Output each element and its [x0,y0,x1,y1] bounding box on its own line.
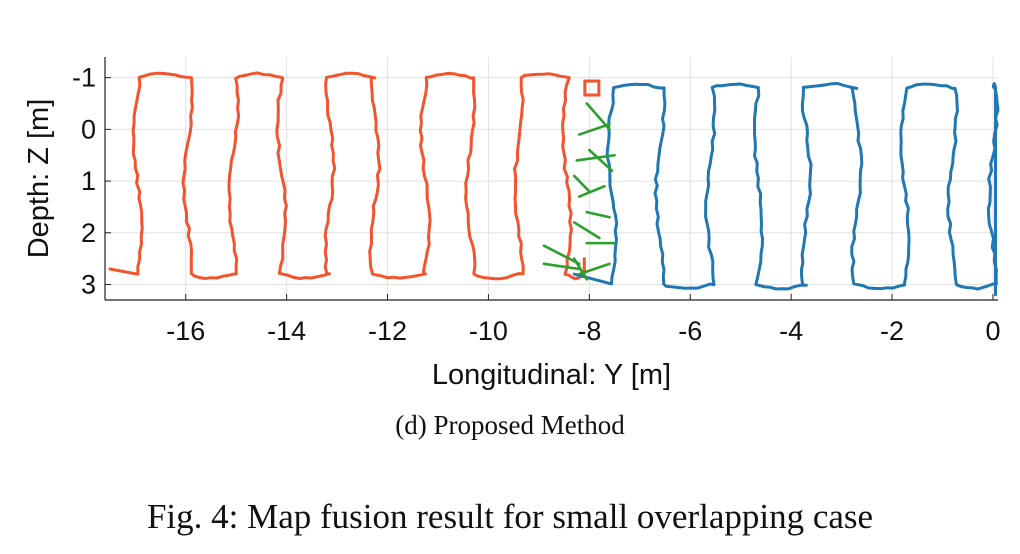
x-tick-label: 0 [985,316,1000,346]
loop-closure-link [572,221,601,240]
x-tick-label: -10 [469,316,508,346]
y-axis: -1 0 1 2 3 [72,57,111,300]
loop-closure-link [542,244,581,266]
x-axis-title: Longitudinal: Y [m] [432,359,671,391]
x-tick-label: -4 [779,316,803,346]
x-tick-label: -6 [678,316,702,346]
x-tick-label: -2 [880,316,904,346]
loop-closure-link [585,210,611,219]
loop-closure-link [572,174,591,193]
loop-closure-link [577,262,611,276]
trajectory-line-1 [572,82,1000,297]
y-tick-label: 3 [81,269,96,299]
loop-closure-link [572,257,589,281]
trajectory-series [108,71,1000,297]
grid-lines [105,57,998,300]
start-marker [583,79,601,97]
x-tick-label: -16 [166,316,205,346]
y-tick-label: 0 [81,114,96,144]
figure-caption: Fig. 4: Map fusion result for small over… [146,497,874,536]
x-tick-label: -8 [577,316,601,346]
loop-closure-link [542,262,581,271]
x-tick-label: -14 [267,316,306,346]
x-axis: -16 -14 -12 -10 -8 -6 -4 -2 0 [105,294,1000,346]
y-axis-title: Depth: Z [m] [23,99,55,259]
y-tick-label: -1 [72,63,96,93]
loop-closure-link [577,122,611,136]
loop-closure-link [588,148,614,173]
loop-closure-link [577,184,606,198]
subfigure-caption: (d) Proposed Method [395,410,625,440]
loop-closure-link [575,153,616,162]
y-tick-label: 2 [81,218,96,248]
trajectory-line-0 [108,71,586,281]
y-tick-label: 1 [81,166,96,196]
x-tick-label: -12 [368,316,407,346]
plot-area [105,57,998,300]
